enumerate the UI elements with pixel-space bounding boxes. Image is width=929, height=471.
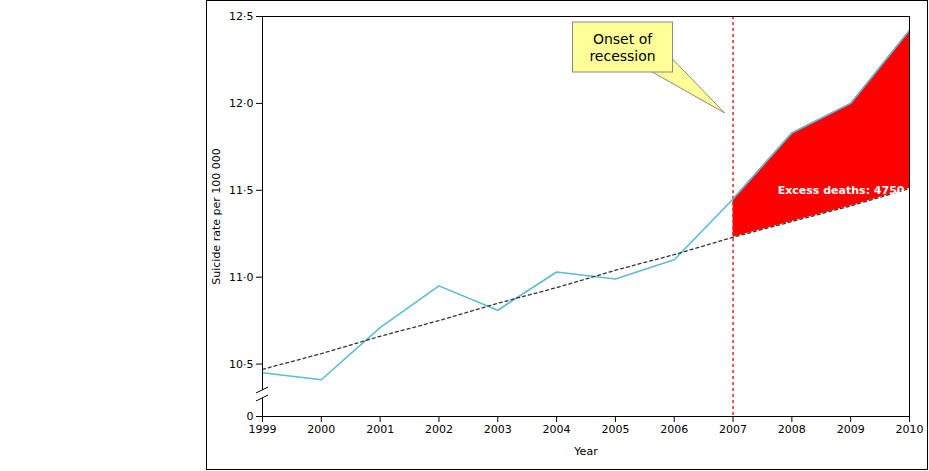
svg-text:12·0: 12·0 bbox=[229, 97, 254, 110]
svg-text:2005: 2005 bbox=[601, 423, 629, 436]
svg-text:11·0: 11·0 bbox=[229, 271, 254, 284]
svg-text:recession: recession bbox=[589, 48, 655, 64]
svg-text:2004: 2004 bbox=[543, 423, 571, 436]
svg-text:12·5: 12·5 bbox=[229, 10, 254, 23]
svg-text:2006: 2006 bbox=[660, 423, 688, 436]
svg-text:2010: 2010 bbox=[896, 423, 924, 436]
svg-text:2002: 2002 bbox=[425, 423, 453, 436]
svg-text:10·5: 10·5 bbox=[229, 358, 254, 371]
svg-text:2007: 2007 bbox=[719, 423, 747, 436]
svg-text:0: 0 bbox=[247, 410, 254, 423]
svg-text:Suicide rate per 100 000: Suicide rate per 100 000 bbox=[210, 148, 223, 284]
svg-text:1999: 1999 bbox=[249, 423, 277, 436]
svg-text:Year: Year bbox=[573, 445, 598, 458]
svg-text:2000: 2000 bbox=[307, 423, 335, 436]
svg-text:2009: 2009 bbox=[837, 423, 865, 436]
svg-text:Onset of: Onset of bbox=[593, 31, 653, 47]
svg-text:11·5: 11·5 bbox=[229, 184, 254, 197]
svg-text:2003: 2003 bbox=[484, 423, 512, 436]
svg-text:2001: 2001 bbox=[366, 423, 394, 436]
svg-text:2008: 2008 bbox=[778, 423, 806, 436]
svg-text:Excess deaths: 4750: Excess deaths: 4750 bbox=[778, 184, 905, 197]
